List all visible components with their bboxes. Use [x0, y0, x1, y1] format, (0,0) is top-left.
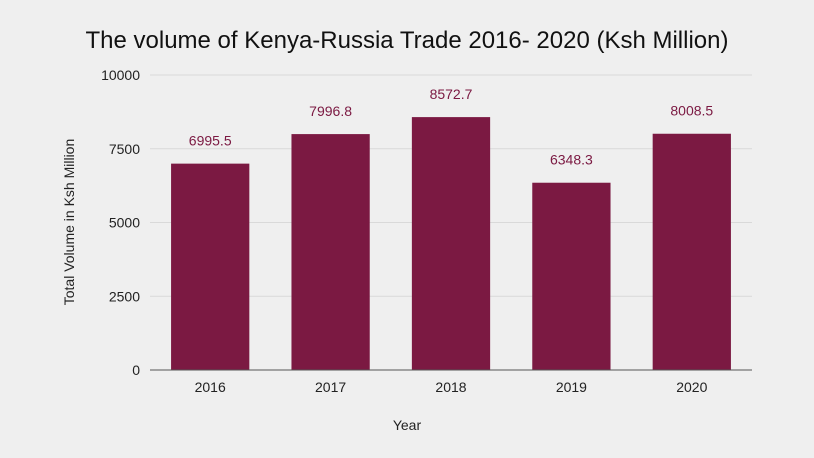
bar-value-label: 6995.5 — [189, 133, 232, 149]
bar — [411, 117, 491, 370]
y-tick-label: 10000 — [101, 67, 140, 83]
x-axis-label: Year — [393, 417, 422, 433]
bar — [171, 163, 250, 370]
y-tick-label: 5000 — [109, 215, 140, 231]
bar-value-label: 8572.7 — [430, 86, 473, 102]
x-tick-label: 2018 — [435, 379, 466, 395]
bar — [291, 134, 370, 370]
y-tick-label: 7500 — [109, 141, 140, 157]
bar-value-label: 6348.3 — [550, 152, 593, 168]
x-tick-label: 2016 — [195, 379, 226, 395]
y-axis-label: Total Volume in Ksh Million — [61, 139, 77, 306]
x-tick-label: 2019 — [556, 379, 587, 395]
bar — [652, 133, 731, 370]
y-axis-ticks: 0 2500 5000 7500 10000 — [101, 67, 140, 378]
bar-value-label: 7996.8 — [309, 103, 352, 119]
y-tick-label: 0 — [132, 362, 140, 378]
y-tick-label: 2500 — [109, 288, 140, 304]
x-axis-ticks: 2016 2017 2018 2019 2020 — [195, 379, 708, 395]
chart-title: The volume of Kenya-Russia Trade 2016- 2… — [86, 27, 729, 54]
data-labels: 6995.5 7996.8 8572.7 6348.3 8008.5 — [189, 86, 714, 168]
x-tick-label: 2017 — [315, 379, 346, 395]
bar-value-label: 8008.5 — [670, 103, 713, 119]
bars — [171, 117, 731, 370]
bar — [532, 182, 611, 370]
x-tick-label: 2020 — [676, 379, 707, 395]
